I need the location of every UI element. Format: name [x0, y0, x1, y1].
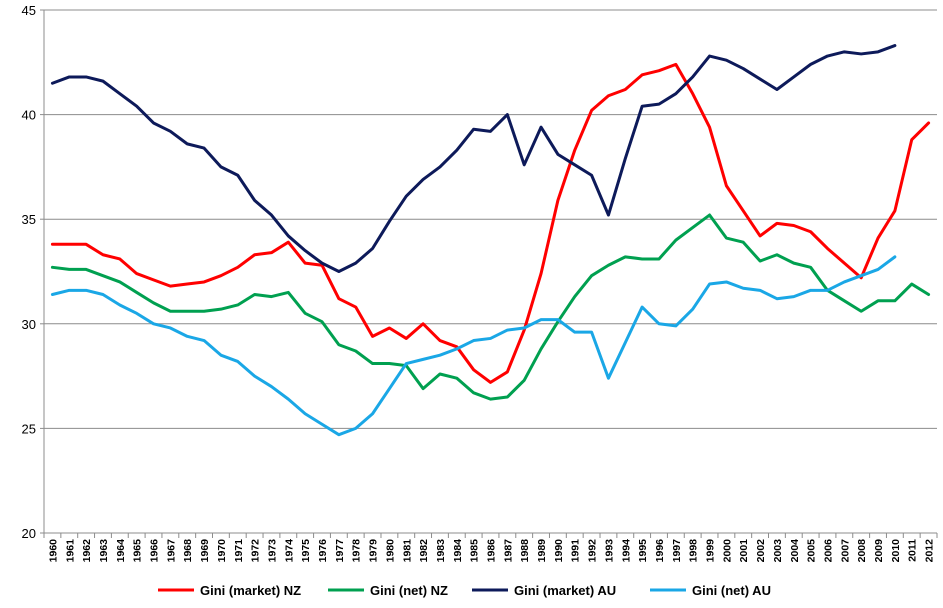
- x-tick-label: 2007: [839, 539, 851, 563]
- x-tick-label: 1969: [199, 539, 211, 563]
- legend-label: Gini (market) AU: [514, 583, 616, 598]
- legend-label: Gini (net) NZ: [370, 583, 448, 598]
- x-tick-label: 2004: [789, 539, 801, 563]
- x-tick-label: 1996: [654, 539, 666, 563]
- x-tick-label: 1982: [418, 539, 430, 563]
- x-tick-label: 1995: [637, 539, 649, 563]
- y-tick-label: 40: [22, 108, 36, 123]
- x-tick-label: 1961: [64, 539, 76, 563]
- x-tick-label: 1968: [182, 539, 194, 563]
- x-tick-label: 1974: [283, 539, 295, 563]
- series-lines: [50, 44, 931, 437]
- y-tick-label: 45: [22, 3, 36, 18]
- x-tick-label: 1994: [620, 539, 632, 563]
- series-line-gini-net-au: [50, 255, 897, 437]
- x-tick-label: 1988: [519, 539, 531, 563]
- x-tick-label: 1972: [250, 539, 262, 563]
- x-tick-label: 2000: [721, 539, 733, 563]
- x-tick-label: 2003: [772, 539, 784, 563]
- x-tick-label: 1980: [384, 539, 396, 563]
- x-tick-label: 1973: [266, 539, 278, 563]
- legend-label: Gini (net) AU: [692, 583, 771, 598]
- x-tick-label: 1998: [688, 539, 700, 563]
- series-line-gini-net-nz: [50, 213, 931, 401]
- legend: Gini (market) NZ Gini (net) NZ Gini (marke…: [158, 583, 771, 598]
- x-tick-label: 1997: [671, 539, 683, 563]
- legend-label: Gini (market) NZ: [200, 583, 301, 598]
- series-line-gini-market-nz: [50, 62, 931, 384]
- x-tick-label: 1970: [216, 539, 228, 563]
- x-tick-label: 2010: [890, 539, 902, 563]
- x-tick-label: 1976: [317, 539, 329, 563]
- x-tick-label: 1981: [401, 539, 413, 563]
- x-tick-label: 2001: [738, 539, 750, 563]
- x-tick-label: 1975: [300, 539, 312, 563]
- gridlines: [44, 9, 937, 429]
- x-tick-label: 1964: [115, 539, 127, 563]
- x-tick-label: 1989: [536, 539, 548, 563]
- y-tick-label: 25: [22, 421, 36, 436]
- x-tick-label: 2008: [856, 539, 868, 563]
- x-tick-label: 1985: [469, 539, 481, 563]
- x-tick-label: 1971: [233, 539, 245, 563]
- x-tick-label: 1984: [452, 539, 464, 563]
- axes: 20 25 30 35 40 45 1960 1961 1962 1963 1964 1965 1966…: [22, 3, 938, 563]
- y-tick-label: 35: [22, 212, 36, 227]
- x-tick-label: 1987: [502, 539, 514, 563]
- x-tick-label: 2011: [907, 539, 919, 562]
- x-tick-label: 1999: [705, 539, 717, 563]
- x-tick-label: 1965: [132, 539, 144, 563]
- x-tick-label: 1966: [149, 539, 161, 563]
- x-tick-label: 2002: [755, 539, 767, 563]
- x-tick-label: 2005: [806, 539, 818, 563]
- x-tick-label: 1978: [351, 539, 363, 563]
- x-tick-label: 1960: [47, 539, 59, 563]
- x-tick-label: 2006: [822, 539, 834, 563]
- y-tick-label: 20: [22, 526, 36, 541]
- x-tick-label: 2012: [924, 539, 936, 563]
- x-tick-label: 1979: [368, 539, 380, 563]
- x-tick-label: 1962: [81, 539, 93, 563]
- x-tick-label: 1992: [587, 539, 599, 563]
- x-tick-label: 1991: [570, 539, 582, 563]
- x-tick-label: 1963: [98, 539, 110, 563]
- x-tick-label: 1990: [553, 539, 565, 563]
- series-line-gini-market-au: [50, 44, 897, 273]
- x-tick-label: 1983: [435, 539, 447, 563]
- x-tick-label: 1993: [603, 539, 615, 563]
- x-tick-label: 1967: [165, 539, 177, 563]
- y-tick-label: 30: [22, 317, 36, 332]
- x-tick-label: 1977: [334, 539, 346, 563]
- x-tick-label: 1986: [486, 539, 498, 563]
- x-tick-label: 2009: [873, 539, 885, 563]
